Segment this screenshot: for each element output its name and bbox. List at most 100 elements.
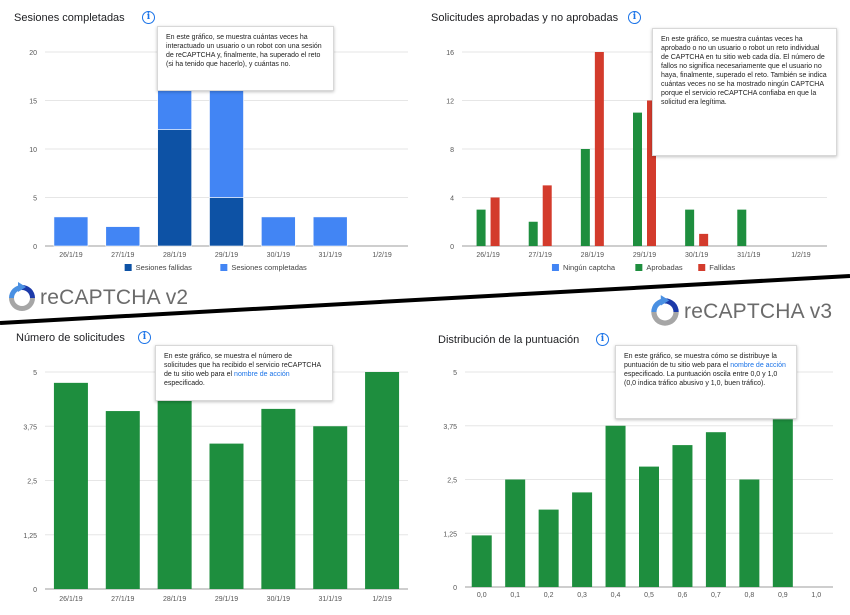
x-tick-label: 0,4 bbox=[611, 592, 621, 599]
bar bbox=[699, 233, 709, 246]
x-tick-label: 31/1/19 bbox=[737, 252, 760, 259]
legend-label: Ningún captcha bbox=[563, 263, 616, 272]
x-tick-label: 28/1/19 bbox=[163, 252, 186, 259]
y-tick-label: 4 bbox=[450, 196, 454, 203]
bar bbox=[528, 221, 538, 246]
approved-chart: 0 4 8 12 16 26/1/19 27/1/19 28/1/19 29/1/19 30/1/… bbox=[446, 50, 827, 272]
bar bbox=[157, 400, 192, 589]
x-tick-label: 0,5 bbox=[644, 592, 654, 599]
chart-title: Distribución de la puntuación bbox=[438, 334, 580, 346]
bar bbox=[105, 226, 141, 247]
x-tick-label: 0,7 bbox=[711, 592, 721, 599]
x-tick-label: 0,3 bbox=[577, 592, 587, 599]
legend-swatch bbox=[551, 264, 559, 271]
bar bbox=[157, 129, 192, 247]
bar bbox=[105, 411, 140, 589]
x-tick-label: 1/2/19 bbox=[791, 252, 811, 259]
x-tick-label: 28/1/19 bbox=[581, 252, 604, 259]
y-tick-label: 3,75 bbox=[443, 424, 457, 431]
info-icon[interactable]: i bbox=[142, 11, 155, 24]
y-tick-label: 1,25 bbox=[23, 533, 37, 540]
info-icon[interactable]: i bbox=[628, 11, 641, 24]
bar bbox=[313, 426, 348, 589]
legend-label: Sesiones fallidas bbox=[136, 263, 193, 272]
action-name-link[interactable]: nombre de acción bbox=[234, 371, 290, 378]
chart-tooltip: En este gráfico, se muestra cuántas vece… bbox=[157, 26, 334, 91]
x-tick-label: 26/1/19 bbox=[476, 252, 499, 259]
legend-swatch bbox=[220, 264, 228, 271]
bar bbox=[633, 112, 642, 246]
y-tick-label: 2,5 bbox=[27, 479, 37, 486]
bar bbox=[209, 197, 244, 247]
bar bbox=[505, 479, 526, 587]
y-tick-label: 0 bbox=[33, 587, 37, 594]
recaptcha-icon bbox=[9, 282, 35, 311]
x-tick-label: 0,6 bbox=[678, 592, 688, 599]
x-tick-label: 0,0 bbox=[477, 592, 487, 599]
x-tick-label: 27/1/19 bbox=[111, 596, 134, 603]
bar bbox=[737, 209, 747, 246]
x-tick-label: 0,2 bbox=[544, 592, 554, 599]
y-tick-label: 0 bbox=[453, 585, 457, 592]
x-tick-label: 26/1/19 bbox=[59, 252, 82, 259]
x-tick-label: 1/2/19 bbox=[372, 252, 392, 259]
legend-label: Fallidas bbox=[709, 263, 735, 272]
bar bbox=[538, 509, 559, 587]
bar bbox=[772, 419, 793, 587]
tooltip-text: especificado. La puntuación oscila entre… bbox=[624, 371, 778, 387]
score-distribution-chart: 0 1,25 2,5 3,75 5 0,0 0,1 0,2 0,3 0,4 0,5 0,6 0,7 0,8… bbox=[443, 370, 833, 599]
x-tick-label: 29/1/19 bbox=[633, 252, 656, 259]
x-tick-label: 27/1/19 bbox=[529, 252, 552, 259]
x-tick-label: 31/1/19 bbox=[319, 252, 342, 259]
action-name-link[interactable]: nombre de acción bbox=[730, 362, 786, 369]
bar bbox=[209, 443, 244, 589]
x-tick-label: 31/1/19 bbox=[319, 596, 342, 603]
legend-swatch bbox=[698, 264, 706, 271]
bar bbox=[594, 52, 604, 246]
info-icon[interactable]: i bbox=[596, 333, 609, 346]
bar bbox=[672, 445, 693, 587]
chart-title: Sesiones completadas bbox=[14, 12, 125, 24]
recaptcha-v3-logo: reCAPTCHA v3 bbox=[646, 293, 832, 331]
bar bbox=[261, 408, 296, 589]
x-tick-label: 28/1/19 bbox=[163, 596, 186, 603]
legend-swatch bbox=[124, 264, 132, 271]
x-tick-label: 29/1/19 bbox=[215, 252, 238, 259]
x-tick-label: 0,1 bbox=[510, 592, 520, 599]
y-tick-label: 10 bbox=[29, 147, 37, 154]
y-tick-label: 5 bbox=[453, 370, 457, 377]
bar bbox=[471, 535, 492, 587]
legend-label: Sesiones completadas bbox=[231, 263, 307, 272]
bar bbox=[572, 492, 593, 587]
bar bbox=[312, 216, 348, 247]
bar bbox=[685, 209, 695, 246]
y-tick-label: 2,5 bbox=[447, 478, 457, 485]
x-tick-label: 27/1/19 bbox=[111, 252, 134, 259]
chart-tooltip: En este gráfico, se muestra cómo se dist… bbox=[615, 345, 797, 419]
legend-swatch bbox=[635, 264, 643, 271]
y-tick-label: 5 bbox=[33, 370, 37, 377]
x-tick-label: 30/1/19 bbox=[267, 596, 290, 603]
chart-tooltip: En este gráfico, se muestra cuántas vece… bbox=[652, 28, 837, 156]
recaptcha-v3-text: reCAPTCHA v3 bbox=[684, 300, 833, 323]
bar bbox=[53, 216, 89, 247]
chart-title: Número de solicitudes bbox=[16, 332, 125, 344]
bar bbox=[639, 466, 659, 587]
chart-tooltip: En este gráfico, se muestra el número de… bbox=[155, 345, 333, 401]
legend-label: Aprobadas bbox=[646, 263, 683, 272]
y-tick-label: 0 bbox=[33, 244, 37, 251]
x-tick-label: 30/1/19 bbox=[685, 252, 708, 259]
y-tick-label: 20 bbox=[29, 50, 37, 57]
bar bbox=[647, 100, 656, 246]
bar bbox=[261, 216, 296, 247]
y-tick-label: 12 bbox=[446, 99, 454, 106]
x-tick-label: 0,8 bbox=[744, 592, 754, 599]
y-tick-label: 8 bbox=[450, 147, 454, 154]
recaptcha-icon bbox=[651, 295, 679, 326]
y-tick-label: 16 bbox=[446, 50, 454, 57]
bar bbox=[542, 185, 552, 246]
bar bbox=[490, 197, 500, 246]
info-icon[interactable]: i bbox=[138, 331, 151, 344]
x-tick-label: 1/2/19 bbox=[372, 596, 392, 603]
